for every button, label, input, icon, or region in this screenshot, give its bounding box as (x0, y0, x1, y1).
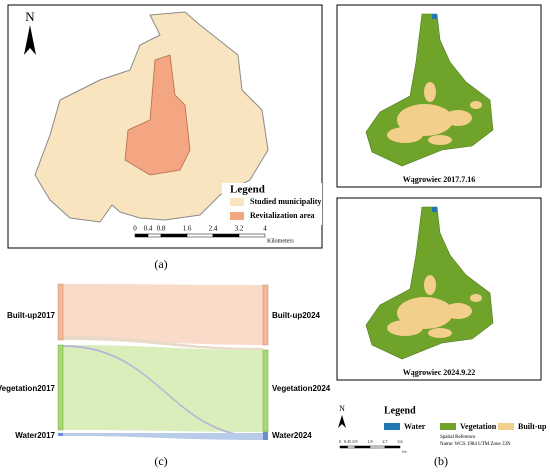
legend-item: Water (404, 422, 426, 431)
legend-swatch (498, 423, 514, 430)
node (262, 284, 269, 346)
legend-swatch (230, 212, 244, 220)
node-label: Vegetation2017 (0, 384, 56, 393)
scale-label: 0.45 (344, 439, 351, 444)
map-frame (336, 4, 542, 188)
node (263, 432, 268, 440)
scale-label: 0 (339, 439, 341, 444)
scale-segment (369, 445, 386, 449)
caption: (c) (154, 454, 167, 468)
scale-unit: Kilometers (267, 238, 294, 244)
north-label: N (339, 404, 345, 413)
flow (63, 336, 263, 350)
node (57, 283, 64, 341)
legend-title: Legend (230, 184, 265, 196)
node (58, 433, 63, 436)
reference: Spatial Reference (440, 435, 476, 440)
legend-item: Built-up (518, 422, 547, 431)
panel-b: Wągrowiec 2017.7.16 Wągrowiec 2024.9.22 … (336, 4, 547, 468)
scale-unit: Km (402, 450, 407, 454)
node (262, 349, 269, 433)
scale-segment (339, 445, 348, 449)
reference: Name: WGS 1984 UTM Zone 33N (440, 442, 511, 447)
flow (63, 433, 263, 440)
scale-label: 1.8 (368, 439, 373, 444)
scale-segment (160, 233, 188, 238)
legend-swatch (384, 423, 400, 430)
scale-segment (212, 233, 240, 238)
legend-item: Vegetation (460, 422, 497, 431)
scale-label: 0.8 (157, 225, 166, 233)
map-title: Wągrowiec 2017.7.16 (403, 175, 476, 184)
scale-label: 1.6 (183, 225, 192, 233)
node-label: Built-up2024 (272, 311, 321, 320)
caption: (b) (434, 454, 448, 468)
scale-label: 0 (133, 225, 137, 233)
legend-swatch (440, 423, 456, 430)
flow (63, 284, 263, 345)
node (57, 344, 64, 431)
map (365, 206, 494, 360)
scale-segment (384, 445, 401, 449)
scale-label: 3.2 (235, 225, 244, 233)
scale-label: 3.6 (398, 439, 403, 444)
scale-segment (238, 233, 266, 238)
scale-label: 0.9 (353, 439, 358, 444)
scale-bar: 0 0.45 0.9 1.8 2.7 3.6 Km (339, 439, 407, 454)
scale-segment (147, 233, 162, 238)
scale-label: 0.4 (144, 225, 153, 233)
revitalization-area (124, 54, 191, 176)
node-label: Water2017 (15, 431, 55, 440)
panel-a: N Legend Studied municipality Revitaliza… (7, 4, 323, 271)
scale-label: 2.4 (209, 225, 218, 233)
legend-item: Studied municipality (250, 197, 321, 206)
north-arrow (24, 25, 36, 55)
scale-label: 2.7 (383, 439, 388, 444)
map (365, 13, 494, 167)
flow (63, 345, 263, 432)
legend-item: Revitalization area (250, 211, 315, 220)
scale-segment (186, 233, 214, 238)
map-frame (336, 197, 542, 381)
scale-segment (134, 233, 149, 238)
legend-swatch (230, 198, 244, 206)
north-label: N (25, 9, 35, 24)
legend-title: Legend (384, 405, 416, 416)
scale-label: 4 (263, 225, 267, 233)
scale-segment (347, 445, 356, 449)
node-label: Built-up2017 (7, 311, 56, 320)
caption: (a) (154, 257, 167, 271)
node-label: Water2024 (272, 431, 312, 440)
map-title: Wągrowiec 2024.9.22 (403, 368, 476, 377)
scale-segment (354, 445, 371, 449)
panel-c: Built-up2017 Vegetation2017 Water2017 Bu… (0, 283, 331, 468)
node-label: Vegetation2024 (272, 384, 331, 393)
frame (7, 4, 323, 249)
north-arrow (338, 415, 346, 428)
